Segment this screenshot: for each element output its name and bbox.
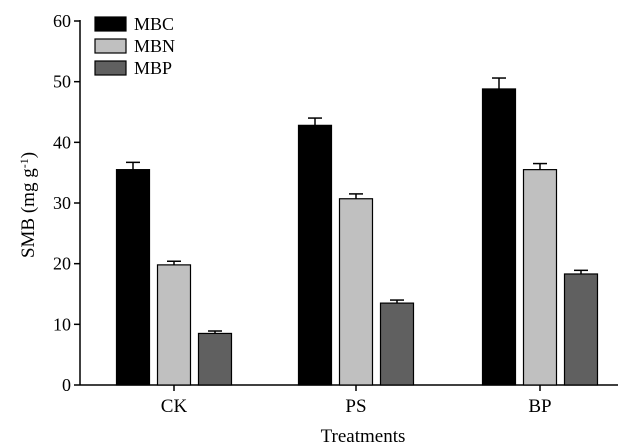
y-tick-label: 40 [53,132,71,152]
y-tick-label: 30 [53,193,71,213]
y-tick-label: 50 [53,72,71,92]
legend-swatch-mbp [94,60,127,76]
legend-swatch-mbc [94,16,127,32]
y-axis-title-close: ) [18,152,39,158]
bars [115,77,599,386]
bar-mbc-bp [481,88,517,386]
legend-label-mbc: MBC [134,14,174,34]
bar-mbp-ps [379,302,415,386]
y-axis-title: SMB (mg g-1) [17,152,39,258]
legend-label-mbp: MBP [134,58,172,78]
x-tick-label: CK [161,396,188,417]
bar-mbn-ps [338,198,374,386]
bar-mbp-ck [197,332,233,386]
y-tick-label: 20 [53,254,71,274]
x-tick-label: BP [528,396,551,417]
legend-swatch-mbn [94,38,127,54]
y-axis-title-main: SMB (mg g [18,168,39,258]
y-axis-title-superscript: -1 [17,158,31,168]
y-axis: 0 10 20 30 40 50 60 [53,11,81,395]
x-tick-label: PS [345,396,366,417]
bar-mbc-ck [115,169,151,386]
bar-mbp-bp [563,273,599,386]
y-tick-label: 10 [53,314,71,334]
x-axis: CK PS BP [80,384,618,417]
y-tick-label: 0 [62,375,71,395]
bar-mbn-ck [156,264,192,386]
y-tick-label: 60 [53,11,71,31]
legend-label-mbn: MBN [134,36,175,56]
bar-mbn-bp [522,169,558,386]
bar-mbc-ps [297,124,333,386]
x-axis-title: Treatments [321,426,406,447]
